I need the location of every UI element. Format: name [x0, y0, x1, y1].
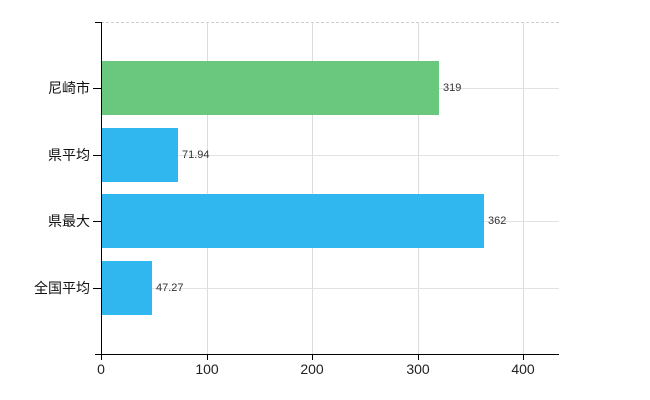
bar	[102, 61, 439, 115]
category-label: 県最大	[48, 213, 90, 229]
gridline-vertical	[418, 22, 419, 354]
bar-value-label: 71.94	[182, 149, 210, 161]
bar-value-label: 362	[488, 215, 507, 227]
y-axis	[101, 22, 102, 354]
x-tick-label: 200	[300, 361, 324, 377]
gridline-horizontal	[101, 155, 559, 156]
x-tick-label: 0	[97, 361, 105, 377]
y-axis-tick	[93, 288, 101, 289]
bar	[102, 261, 152, 315]
bar	[102, 194, 484, 248]
x-tick-label: 100	[195, 361, 219, 377]
y-axis-tick	[93, 221, 101, 222]
category-label: 県平均	[48, 147, 90, 163]
bar-value-label: 47.27	[156, 282, 184, 294]
gridline-vertical	[523, 22, 524, 354]
y-axis-tick	[93, 88, 101, 89]
y-axis-end-tick	[95, 22, 102, 23]
x-tick-label: 400	[511, 361, 535, 377]
x-axis-tick	[101, 355, 102, 360]
x-axis-tick	[418, 355, 419, 360]
plot-top-border	[101, 22, 559, 23]
x-tick-label: 300	[406, 361, 430, 377]
gridline-horizontal	[101, 288, 559, 289]
bar	[102, 128, 178, 182]
bar-value-label: 319	[443, 82, 462, 94]
x-axis-tick	[207, 355, 208, 360]
x-axis-tick	[312, 355, 313, 360]
category-label: 全国平均	[34, 280, 90, 296]
category-label: 尼崎市	[48, 80, 90, 96]
x-axis-tick	[523, 355, 524, 360]
y-axis-tick	[93, 155, 101, 156]
gridline-vertical	[207, 22, 208, 354]
x-axis	[95, 354, 559, 355]
gridline-vertical	[312, 22, 313, 354]
